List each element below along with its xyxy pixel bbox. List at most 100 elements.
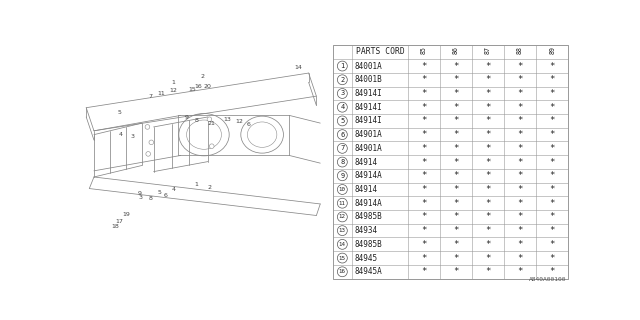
Circle shape <box>337 253 348 263</box>
Text: 2: 2 <box>340 77 344 83</box>
Text: 2: 2 <box>208 185 212 190</box>
Text: 15: 15 <box>189 87 196 92</box>
Text: *: * <box>485 212 491 221</box>
Text: 20: 20 <box>204 84 212 90</box>
Text: *: * <box>550 75 555 84</box>
Text: 86: 86 <box>453 46 459 54</box>
Text: *: * <box>517 103 523 112</box>
Bar <box>333 44 568 279</box>
Text: *: * <box>517 157 523 166</box>
Text: 84914I: 84914I <box>355 89 382 98</box>
Circle shape <box>337 61 348 71</box>
Text: *: * <box>453 75 459 84</box>
Text: *: * <box>550 130 555 139</box>
Text: *: * <box>485 130 491 139</box>
Text: *: * <box>485 75 491 84</box>
Text: 84001A: 84001A <box>355 61 382 70</box>
Text: *: * <box>485 103 491 112</box>
Text: 4: 4 <box>172 187 175 192</box>
Text: 14: 14 <box>339 242 346 247</box>
Text: *: * <box>453 267 459 276</box>
Text: 84901A: 84901A <box>355 130 382 139</box>
Text: *: * <box>453 144 459 153</box>
Text: 88: 88 <box>517 46 523 54</box>
Circle shape <box>209 144 214 148</box>
Text: 5: 5 <box>340 118 344 124</box>
Text: *: * <box>550 267 555 276</box>
Text: 1: 1 <box>195 182 198 187</box>
Text: *: * <box>517 89 523 98</box>
Text: 15: 15 <box>339 256 346 260</box>
Circle shape <box>337 198 348 208</box>
Text: *: * <box>421 144 426 153</box>
Circle shape <box>337 75 348 85</box>
Text: *: * <box>517 212 523 221</box>
Text: *: * <box>550 89 555 98</box>
Text: 14: 14 <box>294 65 302 70</box>
Circle shape <box>337 185 348 195</box>
Text: *: * <box>421 226 426 235</box>
Text: *: * <box>517 130 523 139</box>
Text: *: * <box>550 144 555 153</box>
Text: 12: 12 <box>235 119 243 124</box>
Text: 9: 9 <box>138 191 142 196</box>
Text: 5: 5 <box>117 110 121 115</box>
Circle shape <box>337 143 348 153</box>
Text: *: * <box>517 240 523 249</box>
Text: *: * <box>453 171 459 180</box>
Text: 8: 8 <box>195 117 198 123</box>
Text: 18: 18 <box>111 224 119 229</box>
Text: 84901A: 84901A <box>355 144 382 153</box>
Text: 17: 17 <box>115 219 123 224</box>
Text: *: * <box>550 61 555 70</box>
Text: 12: 12 <box>169 88 177 93</box>
Text: 84914A: 84914A <box>355 199 382 208</box>
Text: *: * <box>453 157 459 166</box>
Text: 16: 16 <box>339 269 346 274</box>
Text: *: * <box>421 89 426 98</box>
Text: *: * <box>485 185 491 194</box>
Text: *: * <box>421 157 426 166</box>
Circle shape <box>337 130 348 140</box>
Text: *: * <box>453 185 459 194</box>
Text: *: * <box>550 116 555 125</box>
Text: *: * <box>550 253 555 263</box>
Text: *: * <box>517 75 523 84</box>
Text: 85: 85 <box>421 46 427 54</box>
Text: 3: 3 <box>340 91 344 96</box>
Text: *: * <box>421 116 426 125</box>
Text: *: * <box>485 144 491 153</box>
Text: 3: 3 <box>138 195 142 200</box>
Text: *: * <box>421 253 426 263</box>
Text: *: * <box>517 116 523 125</box>
Text: 6: 6 <box>164 193 168 198</box>
Text: *: * <box>453 199 459 208</box>
Text: PARTS CORD: PARTS CORD <box>356 47 404 56</box>
Text: 8: 8 <box>340 159 344 165</box>
Text: *: * <box>485 171 491 180</box>
Text: 84934: 84934 <box>355 226 378 235</box>
Text: 84914I: 84914I <box>355 116 382 125</box>
Text: *: * <box>421 103 426 112</box>
Circle shape <box>145 124 150 129</box>
Circle shape <box>337 171 348 181</box>
Text: 6: 6 <box>340 132 344 138</box>
Text: *: * <box>517 253 523 263</box>
Text: 84001B: 84001B <box>355 75 382 84</box>
Text: 2: 2 <box>200 75 204 79</box>
Text: 84914I: 84914I <box>355 103 382 112</box>
Text: *: * <box>421 75 426 84</box>
Circle shape <box>207 117 212 122</box>
Text: *: * <box>517 185 523 194</box>
Text: *: * <box>485 253 491 263</box>
Text: 10: 10 <box>339 187 346 192</box>
Text: *: * <box>421 267 426 276</box>
Text: *: * <box>421 199 426 208</box>
Text: *: * <box>485 157 491 166</box>
Text: 19: 19 <box>123 212 131 217</box>
Text: *: * <box>485 240 491 249</box>
Text: 9: 9 <box>184 115 189 120</box>
Text: *: * <box>421 185 426 194</box>
Text: *: * <box>550 171 555 180</box>
Text: *: * <box>421 130 426 139</box>
